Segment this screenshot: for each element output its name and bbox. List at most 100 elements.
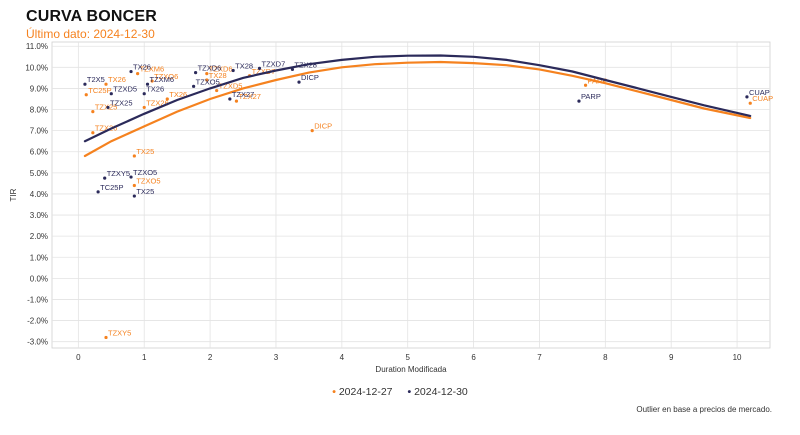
y-tick-label: 1.0% (30, 253, 48, 262)
scatter-chart: 11.0%10.0%9.0%8.0%7.0%6.0%5.0%4.0%3.0%2.… (9, 41, 773, 374)
data-point (297, 80, 301, 84)
point-label: TZXD7 (252, 67, 276, 76)
chart-subtitle: Último dato: 2024-12-30 (26, 27, 155, 41)
data-point (132, 183, 136, 188)
data-point (142, 105, 146, 110)
x-tick-label: 6 (471, 353, 476, 362)
point-label: TZXD6 (198, 64, 222, 73)
data-point (136, 72, 140, 76)
point-label: TZX25 (110, 98, 133, 107)
point-label: TX28 (209, 71, 227, 80)
legend-item-series2[interactable]: • 2024-12-30 (407, 386, 467, 398)
data-point (109, 92, 113, 96)
data-point (290, 67, 295, 72)
point-label: CUAP (749, 88, 770, 97)
legend-marker-series2: • (407, 386, 412, 398)
data-point (132, 154, 136, 158)
x-tick-label: 2 (208, 353, 213, 362)
point-label: PARP (581, 92, 601, 101)
point-label: CUAP (752, 94, 773, 103)
data-point (231, 68, 235, 73)
footnote: Outlier en base a precios de mercado. (636, 405, 772, 414)
y-tick-label: 0.0% (30, 274, 48, 283)
y-tick-label: 10.0% (25, 63, 48, 72)
y-tick-label: 3.0% (30, 211, 48, 220)
point-label: TZX25 (95, 103, 118, 112)
data-point (132, 194, 136, 198)
plot-area (51, 41, 771, 349)
x-tick-label: 7 (537, 353, 542, 362)
data-point (310, 129, 314, 133)
x-axis-title: Duration Modificada (375, 365, 447, 374)
point-label: TC25P (88, 86, 111, 95)
data-point (145, 82, 150, 86)
point-label: T2X5 (87, 75, 105, 84)
point-label: TZXO6 (154, 72, 178, 81)
data-point (165, 97, 169, 101)
data-point (129, 175, 133, 179)
data-point (205, 78, 209, 82)
chart-legend: • 2024-12-27 • 2024-12-30 (0, 386, 800, 398)
y-tick-label: 4.0% (30, 190, 48, 199)
y-tick-label: 2.0% (30, 232, 48, 241)
data-point (103, 176, 107, 180)
x-tick-label: 8 (603, 353, 608, 362)
point-label: TZXO5 (196, 77, 220, 86)
point-label: DICP (314, 122, 332, 131)
data-point (96, 190, 100, 194)
legend-item-series1[interactable]: • 2024-12-27 (332, 386, 395, 398)
point-label: TX26 (108, 75, 126, 84)
x-tick-label: 4 (340, 353, 345, 362)
data-point (192, 84, 196, 88)
point-label: TX26 (133, 63, 151, 72)
data-point (104, 335, 108, 340)
point-label: TZXD5 (113, 85, 137, 94)
point-label: TZXY5 (108, 328, 131, 337)
fit-curve-series1 (83, 60, 752, 158)
legend-marker-series1: • (332, 386, 336, 398)
point-label: TZXM6 (150, 75, 175, 84)
point-label: TZXD6 (209, 65, 233, 74)
point-label: TZX26 (146, 98, 169, 107)
data-point (83, 82, 87, 86)
point-label: TX26 (146, 85, 164, 94)
point-label: TZXD5 (219, 82, 243, 91)
data-point (748, 101, 752, 105)
y-tick-label: 7.0% (30, 127, 48, 136)
point-label: TX28 (235, 61, 253, 70)
point-label: TZXD7 (261, 59, 285, 68)
data-point (745, 95, 749, 99)
x-tick-label: 1 (142, 353, 147, 362)
data-point (106, 105, 110, 110)
x-tick-label: 10 (733, 353, 742, 362)
y-tick-label: 6.0% (30, 148, 48, 157)
data-point (215, 88, 219, 93)
data-point (91, 131, 95, 135)
point-label: TX25 (136, 187, 154, 196)
point-label: DICP (301, 73, 319, 82)
y-tick-label: -3.0% (27, 338, 48, 347)
legend-label-series2: 2024-12-30 (414, 386, 468, 398)
y-tick-label: 8.0% (30, 106, 48, 115)
point-label: TZX26 (95, 124, 118, 133)
x-tick-label: 9 (669, 353, 674, 362)
point-label: TX25 (136, 147, 154, 156)
data-point (104, 82, 108, 86)
data-point (228, 97, 232, 101)
y-tick-label: -1.0% (27, 295, 48, 304)
y-axis-title: TIR (9, 188, 18, 201)
data-point (129, 69, 133, 74)
point-label: TC25P (100, 183, 123, 192)
legend-label-series1: 2024-12-27 (338, 386, 393, 398)
data-point (142, 92, 146, 96)
point-label: PARP (588, 76, 608, 85)
x-tick-label: 5 (405, 353, 410, 362)
data-point (234, 99, 239, 103)
x-tick-label: 3 (274, 353, 279, 362)
point-label: TZX27 (232, 90, 255, 99)
point-label: TX26 (169, 90, 187, 99)
data-point (84, 93, 88, 97)
data-point (150, 79, 154, 83)
fit-curve-series2 (83, 54, 752, 143)
point-label: TZX27 (238, 92, 261, 101)
